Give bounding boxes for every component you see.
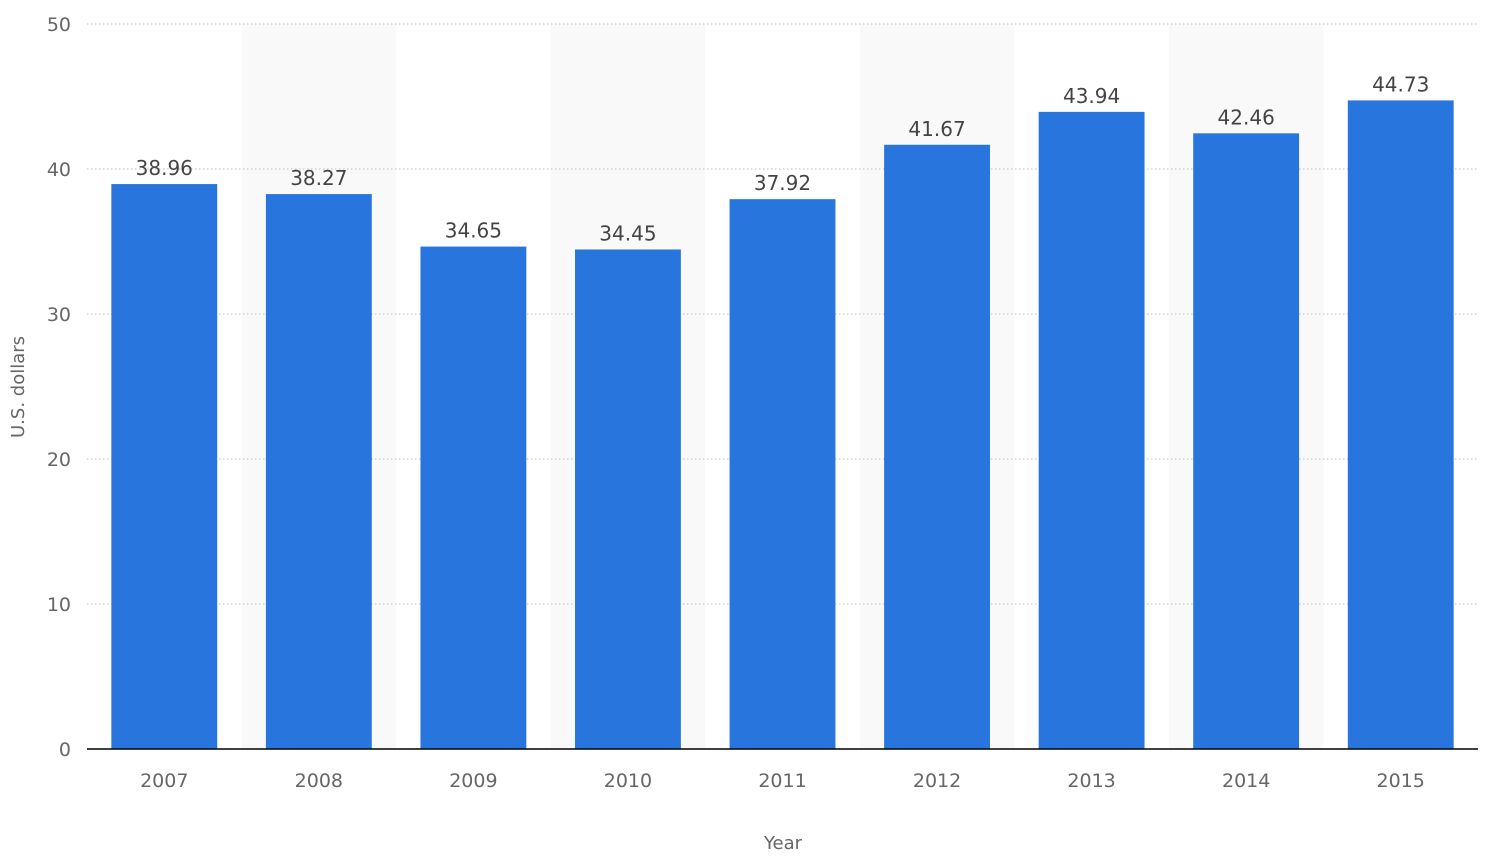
y-axis-title: U.S. dollars xyxy=(8,336,29,438)
data-label-2009: 34.65 xyxy=(445,219,502,243)
bar-2009[interactable] xyxy=(420,246,527,749)
y-tick-label: 20 xyxy=(47,449,71,471)
x-tick-label: 2007 xyxy=(140,770,188,792)
data-label-2015: 44.73 xyxy=(1372,72,1429,96)
x-tick-label: 2012 xyxy=(913,770,961,792)
data-label-2014: 42.46 xyxy=(1218,105,1275,129)
x-axis: 2007 2008 2009 2010 2011 2012 2013 2014 2015 xyxy=(87,748,1478,792)
value-labels: 38.96 38.27 34.65 34.45 37.92 41.67 43.94 42.46… xyxy=(136,72,1430,245)
data-label-2011: 37.92 xyxy=(754,171,811,195)
y-tick-label: 50 xyxy=(47,14,71,36)
data-label-2013: 43.94 xyxy=(1063,84,1120,108)
x-tick-label: 2015 xyxy=(1377,770,1425,792)
x-tick-label: 2008 xyxy=(295,770,343,792)
y-tick-label: 10 xyxy=(47,594,71,616)
bar-2014[interactable] xyxy=(1193,133,1300,749)
bar-2013[interactable] xyxy=(1038,111,1145,750)
x-tick-label: 2010 xyxy=(604,770,652,792)
bar-2007[interactable] xyxy=(111,184,218,749)
bars xyxy=(111,100,1454,750)
data-label-2012: 41.67 xyxy=(908,117,965,141)
bar-2011[interactable] xyxy=(729,199,836,749)
data-label-2008: 38.27 xyxy=(290,166,347,190)
bar-2015[interactable] xyxy=(1347,100,1454,750)
bar-2010[interactable] xyxy=(575,249,681,749)
y-tick-label: 30 xyxy=(47,304,71,326)
x-tick-label: 2009 xyxy=(449,770,497,792)
x-tick-label: 2013 xyxy=(1067,770,1115,792)
x-axis-title: Year xyxy=(763,833,803,854)
y-tick-label: 0 xyxy=(59,739,71,761)
data-label-2010: 34.45 xyxy=(599,221,656,245)
y-axis: 0 10 20 30 40 50 xyxy=(47,14,71,761)
data-label-2007: 38.96 xyxy=(136,156,193,180)
x-tick-label: 2011 xyxy=(758,770,806,792)
bar-2012[interactable] xyxy=(884,144,990,749)
bar-2008[interactable] xyxy=(265,194,372,749)
y-tick-label: 40 xyxy=(47,159,71,181)
x-tick-label: 2014 xyxy=(1222,770,1270,792)
